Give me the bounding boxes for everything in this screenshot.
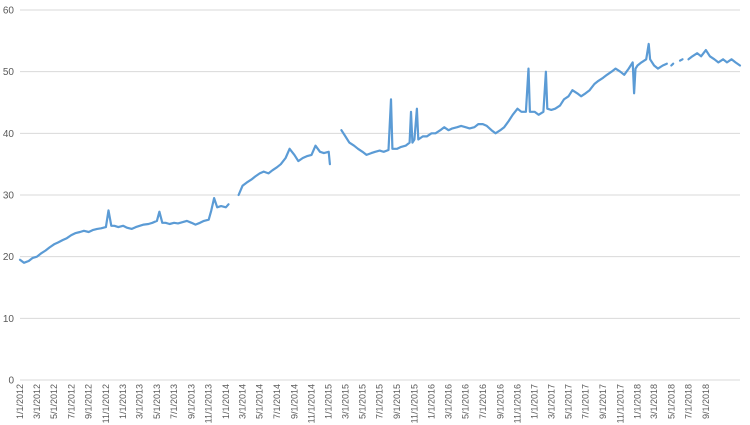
x-tick-label: 9/1/2015	[392, 384, 402, 419]
x-tick-label: 5/1/2014	[255, 384, 265, 419]
series-line-segment	[18, 197, 230, 264]
series-line-segment	[670, 62, 675, 67]
gridlines	[20, 9, 740, 381]
series	[18, 42, 742, 264]
x-tick-label: 3/1/2018	[649, 384, 659, 419]
x-tick-label: 3/1/2012	[32, 384, 42, 419]
series-line-segment	[678, 58, 684, 62]
x-tick-label: 9/1/2017	[598, 384, 608, 419]
x-tick-label: 11/1/2014	[307, 384, 317, 423]
x-tick-label: 5/1/2012	[49, 384, 59, 419]
y-tick-label: 0	[8, 376, 14, 387]
x-tick-label: 11/1/2012	[101, 384, 111, 423]
x-tick-label: 7/1/2016	[478, 384, 488, 419]
series-line-segment	[687, 48, 742, 67]
y-tick-label: 20	[3, 252, 15, 263]
x-tick-label: 7/1/2012	[66, 384, 76, 419]
x-tick-label: 5/1/2013	[152, 384, 162, 419]
x-tick-label: 7/1/2014	[272, 384, 282, 419]
x-tick-label: 1/1/2016	[427, 384, 437, 419]
x-tick-label: 7/1/2018	[683, 384, 693, 419]
y-tick-label: 10	[3, 314, 15, 325]
x-tick-label: 7/1/2015	[375, 384, 385, 419]
x-tick-label: 5/1/2015	[358, 384, 368, 419]
x-tick-label: 9/1/2018	[701, 384, 711, 419]
x-tick-label: 1/1/2012	[15, 384, 25, 419]
x-tick-label: 11/1/2015	[409, 384, 419, 423]
x-tick-label: 9/1/2013	[187, 384, 197, 419]
x-tick-label: 9/1/2016	[495, 384, 505, 419]
y-tick-label: 50	[3, 67, 15, 78]
x-tick-label: 11/1/2013	[204, 384, 214, 423]
x-axis-tick-labels: 1/1/2012 3/1/2012 5/1/2012 7/1/2012 9/1/2012…	[15, 384, 711, 423]
x-tick-label: 3/1/2013	[135, 384, 145, 419]
x-tick-label: 3/1/2015	[340, 384, 350, 419]
x-tick-label: 11/1/2017	[615, 384, 625, 423]
y-axis-tick-labels: 0 10 20 30 40 50 60	[3, 6, 15, 387]
x-tick-label: 3/1/2016	[443, 384, 453, 419]
x-tick-label: 1/1/2013	[118, 384, 128, 419]
x-tick-label: 1/1/2017	[530, 384, 540, 419]
x-tick-label: 3/1/2014	[238, 384, 248, 419]
x-tick-label: 7/1/2017	[581, 384, 591, 419]
x-tick-label: 9/1/2014	[289, 384, 299, 419]
y-tick-label: 60	[3, 6, 15, 17]
x-tick-label: 3/1/2017	[546, 384, 556, 419]
series-line-segment	[340, 42, 668, 156]
y-tick-label: 30	[3, 191, 15, 202]
x-tick-label: 5/1/2016	[461, 384, 471, 419]
x-tick-label: 5/1/2018	[666, 384, 676, 419]
x-tick-label: 9/1/2012	[84, 384, 94, 419]
series-line-segment	[237, 144, 331, 197]
x-tick-label: 1/1/2015	[324, 384, 334, 419]
y-tick-label: 40	[3, 129, 15, 140]
x-tick-label: 5/1/2017	[563, 384, 573, 419]
x-tick-label: 7/1/2013	[169, 384, 179, 419]
x-tick-label: 11/1/2016	[512, 384, 522, 423]
x-tick-label: 1/1/2018	[632, 384, 642, 419]
x-tick-label: 1/1/2014	[221, 384, 231, 419]
